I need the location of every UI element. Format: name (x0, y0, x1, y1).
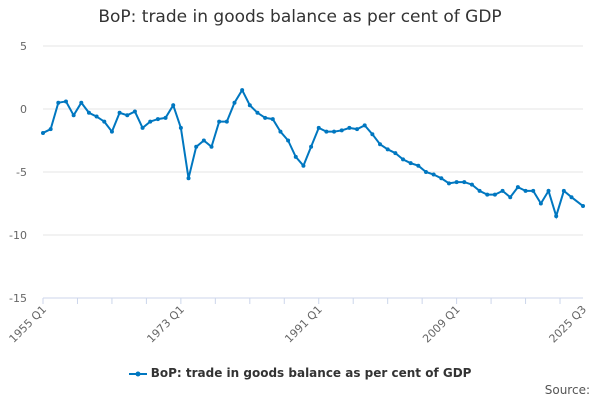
data-point (247, 103, 252, 108)
x-tick-label: 1955 Q1 (7, 303, 50, 346)
data-point (370, 132, 375, 137)
data-point (561, 188, 566, 193)
data-point (263, 115, 268, 120)
x-tick-label: 1973 Q1 (144, 303, 187, 346)
data-point (201, 138, 206, 143)
chart-title: BoP: trade in goods balance as per cent … (98, 7, 502, 27)
data-point (109, 129, 114, 134)
data-point (86, 110, 91, 115)
data-point (378, 142, 383, 147)
data-point (217, 119, 222, 124)
data-point (508, 195, 513, 200)
data-point (286, 138, 291, 143)
data-point (332, 129, 337, 134)
legend-marker-icon (128, 371, 147, 376)
legend[interactable]: BoP: trade in goods balance as per cent … (0, 366, 600, 380)
data-point (63, 99, 68, 104)
y-tick-label: 0 (20, 103, 27, 116)
y-tick-label: -10 (9, 229, 27, 242)
data-point (278, 129, 283, 134)
data-point (446, 181, 451, 186)
data-point (416, 163, 421, 168)
data-point (255, 110, 260, 115)
x-tick-label: 2025 Q3 (547, 303, 590, 346)
data-point (581, 204, 585, 209)
data-point (492, 192, 497, 197)
data-point (423, 170, 428, 174)
data-point (232, 100, 237, 105)
data-point (102, 119, 107, 124)
data-point (523, 188, 528, 193)
data-point (531, 188, 536, 193)
legend-label: BoP: trade in goods balance as per cent … (150, 366, 472, 380)
data-point (408, 161, 413, 166)
data-point (48, 127, 53, 132)
data-point (132, 109, 137, 114)
data-point (56, 100, 61, 105)
data-point (163, 115, 168, 120)
data-point (71, 113, 76, 118)
data-point (171, 103, 176, 108)
data-point (362, 123, 367, 128)
data-point (454, 180, 459, 185)
data-point (485, 192, 490, 197)
data-point (194, 144, 199, 149)
data-point (186, 176, 191, 181)
data-point (324, 129, 329, 134)
data-point (554, 214, 559, 219)
data-point (209, 144, 214, 149)
data-point (546, 188, 551, 193)
y-tick-label: -15 (9, 292, 27, 305)
source-label: Source: (544, 383, 590, 397)
x-tick-label: 2009 Q1 (420, 303, 463, 346)
data-point (469, 182, 474, 187)
data-point (125, 113, 130, 118)
data-point (439, 176, 444, 181)
data-point (79, 100, 84, 105)
data-point (431, 172, 436, 177)
data-point (538, 201, 543, 206)
data-point (309, 144, 314, 149)
data-point (178, 125, 183, 130)
data-point (117, 110, 122, 115)
data-point (477, 188, 482, 193)
data-point (41, 130, 45, 135)
data-point (301, 163, 306, 168)
y-tick-label: 5 (20, 40, 27, 53)
y-tick-label: -5 (16, 166, 27, 179)
data-point (270, 117, 275, 122)
data-point (140, 125, 145, 130)
data-point (385, 147, 390, 152)
data-point (462, 180, 467, 185)
data-point (515, 185, 520, 190)
data-point (94, 114, 99, 119)
data-point (316, 125, 321, 130)
data-point (500, 188, 505, 193)
data-point (569, 195, 574, 200)
data-point (148, 119, 153, 124)
data-point (355, 127, 360, 132)
data-point (224, 119, 229, 124)
data-point (293, 154, 298, 159)
data-point (339, 128, 344, 133)
data-point (155, 117, 160, 122)
data-point (240, 88, 245, 93)
data-point (347, 125, 352, 130)
data-point (393, 151, 398, 156)
x-tick-label: 1991 Q1 (282, 303, 325, 346)
data-point (401, 157, 405, 162)
